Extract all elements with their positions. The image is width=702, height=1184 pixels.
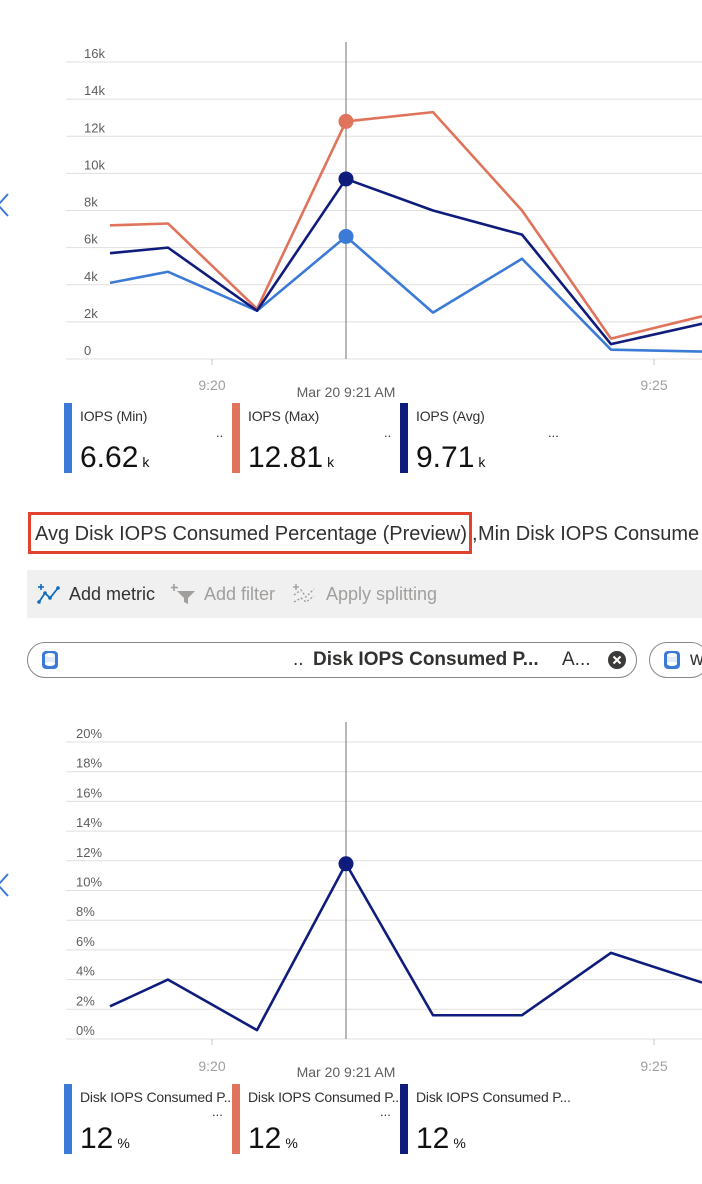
y-tick-label: 18% [76,756,102,771]
legend-color-swatch [64,403,72,473]
x-tick-label: 9:20 [198,377,225,393]
pill-aggregation: A... [562,649,591,670]
y-tick-label: 6% [76,934,95,949]
chevron-left-icon[interactable] [0,190,14,220]
legend-color-swatch [64,1084,72,1154]
legend-item-disk-iops-3[interactable]: Disk IOPS Consumed P... 12% [400,1084,571,1155]
y-tick-label: 12k [84,120,105,135]
data-point-marker [338,228,354,244]
y-tick-label: 2k [84,306,98,321]
splitting-icon [293,584,315,603]
y-tick-label: 0 [84,343,91,358]
y-tick-label: 8k [84,195,98,210]
add-metric-button[interactable]: Add metric [37,570,155,618]
database-icon [664,651,680,669]
pill-resource-ellipsis: .. [293,649,304,670]
series-line [109,110,702,340]
legend-label: Disk IOPS Consumed P... [416,1089,571,1105]
y-tick-label: 0% [76,1023,95,1038]
legend-ellipsis: ... [212,1104,223,1119]
cursor-time-label: Mar 20 9:21 AM [297,384,396,400]
add-filter-label: Add filter [204,583,276,604]
legend-ellipsis: ... [548,425,559,440]
data-point-marker [338,113,354,129]
y-tick-label: 14k [84,83,105,98]
add-metric-icon [37,584,60,604]
filter-icon [171,584,195,604]
legend-color-swatch [232,1084,240,1154]
legend-label: Disk IOPS Consumed P... [80,1089,235,1105]
chevron-left-icon[interactable] [0,870,14,900]
legend-ellipsis: ... [380,1104,391,1119]
apply-splitting-label: Apply splitting [326,583,438,604]
tab-min-disk-iops-consumed[interactable]: Min Disk IOPS Consume [478,523,700,545]
x-tick-label: 9:20 [198,1058,225,1074]
y-tick-label: 10% [76,875,102,890]
x-tick-label: 9:25 [640,377,667,393]
iops-chart[interactable]: 0 2k 4k 6k 8k 10k 12k 14k 16k 9:20 9:25 Mar 20 9:21… [0,0,702,400]
tab-separator: , [472,523,478,545]
legend-item-iops-min[interactable]: IOPS (Min) .. 6.62 k [64,403,224,474]
y-tick-label: 4% [76,964,95,979]
y-tick-label: 10k [84,157,105,172]
cursor-time-label: Mar 20 9:21 AM [297,1064,396,1080]
y-tick-label: 14% [76,815,102,830]
legend-item-iops-avg[interactable]: IOPS (Avg) ... 9.71 k [400,403,570,474]
apply-splitting-button[interactable]: Apply splitting [292,570,437,618]
legend-label: IOPS (Min) [80,408,148,424]
legend-label: IOPS (Max) [248,408,320,424]
legend-item-iops-max[interactable]: IOPS (Max) .. 12.81 k [232,403,392,474]
tab-avg-disk-iops-consumed-percentage[interactable]: Avg Disk IOPS Consumed Percentage (Previ… [28,512,473,554]
series-line [109,862,702,1032]
legend-color-swatch [400,1084,408,1154]
iops-legend: IOPS (Min) .. 6.62 k IOPS (Max) .. 12.81 k… [0,403,702,475]
x-tick-label: 9:25 [640,1058,667,1074]
legend-ellipsis: .. [384,425,392,440]
add-metric-label: Add metric [69,583,156,604]
metric-tabs: Avg Disk IOPS Consumed Percentage (Previ… [0,512,702,558]
data-point-marker [338,856,354,872]
y-tick-label: 8% [76,904,95,919]
metric-pill-2[interactable]: w [649,642,702,678]
legend-color-swatch [232,403,240,473]
close-icon[interactable] [607,650,627,670]
y-tick-label: 16% [76,785,102,800]
series-line [109,235,702,353]
legend-value: 12% [248,1122,298,1155]
legend-color-swatch [400,403,408,473]
metric-pill[interactable]: .. Disk IOPS Consumed P... A... [27,642,637,678]
pill-metric-name: w [690,649,702,670]
legend-label: IOPS (Avg) [416,408,485,424]
data-point-marker [338,171,354,187]
legend-item-disk-iops-2[interactable]: Disk IOPS Consumed P... ... 12% [232,1084,403,1155]
iops-chart-plot[interactable]: 0 2k 4k 6k 8k 10k 12k 14k 16k 9:20 9:25 Mar 20 9:21… [0,0,702,400]
legend-value: 9.71 k [416,441,486,474]
legend-value: 12% [416,1122,466,1155]
add-filter-button[interactable]: Add filter [170,570,275,618]
series-line [109,177,702,346]
database-icon [42,651,58,669]
y-tick-label: 6k [84,232,98,247]
legend-value: 12% [80,1122,130,1155]
legend-label: Disk IOPS Consumed P... [248,1089,403,1105]
disk-iops-legend: Disk IOPS Consumed P... ... 12% Disk IOP… [0,1084,702,1156]
y-tick-label: 16k [84,46,105,61]
y-tick-label: 20% [76,726,102,741]
y-tick-label: 4k [84,269,98,284]
legend-item-disk-iops-1[interactable]: Disk IOPS Consumed P... ... 12% [64,1084,235,1155]
y-tick-label: 2% [76,993,95,1008]
y-tick-label: 12% [76,845,102,860]
chart-toolbar: Add metric Add filter Apply splitting [27,570,702,618]
legend-value: 12.81 k [248,441,335,474]
legend-value: 6.62 k [80,441,150,474]
legend-ellipsis: .. [216,425,224,440]
pill-metric-name: Disk IOPS Consumed P... [313,649,539,670]
